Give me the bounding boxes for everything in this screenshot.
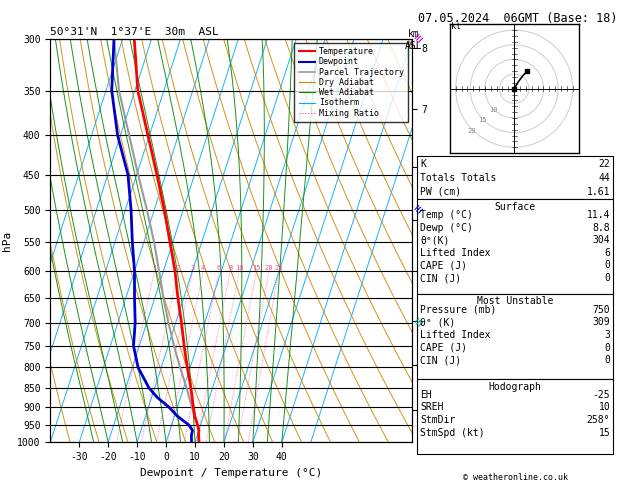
Text: 1.61: 1.61 bbox=[587, 187, 610, 197]
Text: 0: 0 bbox=[604, 273, 610, 283]
Text: 11.4: 11.4 bbox=[587, 210, 610, 220]
Text: km
ASL: km ASL bbox=[405, 29, 423, 51]
Text: 304: 304 bbox=[593, 235, 610, 245]
Text: 44: 44 bbox=[598, 173, 610, 183]
Text: 20: 20 bbox=[265, 265, 273, 271]
Text: CIN (J): CIN (J) bbox=[420, 273, 461, 283]
Text: K: K bbox=[420, 159, 426, 170]
Text: Dewp (°C): Dewp (°C) bbox=[420, 223, 473, 233]
Text: 6: 6 bbox=[604, 248, 610, 258]
Text: Lifted Index: Lifted Index bbox=[420, 248, 491, 258]
Text: kt: kt bbox=[451, 22, 461, 31]
Text: 0: 0 bbox=[604, 260, 610, 271]
Text: 8: 8 bbox=[228, 265, 232, 271]
Text: 10: 10 bbox=[489, 107, 498, 113]
Text: 3: 3 bbox=[191, 265, 194, 271]
Text: Pressure (mb): Pressure (mb) bbox=[420, 305, 496, 315]
Text: 20: 20 bbox=[468, 128, 476, 134]
Text: 22: 22 bbox=[598, 159, 610, 170]
Text: 8.8: 8.8 bbox=[593, 223, 610, 233]
Text: θᵉ (K): θᵉ (K) bbox=[420, 317, 455, 328]
Text: Most Unstable: Most Unstable bbox=[477, 296, 554, 307]
Text: 07.05.2024  06GMT (Base: 18): 07.05.2024 06GMT (Base: 18) bbox=[418, 12, 618, 25]
Y-axis label: km
ASL: km ASL bbox=[438, 241, 456, 262]
Text: 309: 309 bbox=[593, 317, 610, 328]
Text: 15: 15 bbox=[252, 265, 260, 271]
Text: 258°: 258° bbox=[587, 415, 610, 425]
Text: -25: -25 bbox=[593, 390, 610, 400]
X-axis label: Dewpoint / Temperature (°C): Dewpoint / Temperature (°C) bbox=[140, 468, 322, 478]
Y-axis label: hPa: hPa bbox=[1, 230, 11, 251]
Text: CIN (J): CIN (J) bbox=[420, 355, 461, 365]
Text: StmDir: StmDir bbox=[420, 415, 455, 425]
Text: EH: EH bbox=[420, 390, 432, 400]
Text: LCL: LCL bbox=[419, 426, 434, 435]
Text: 25: 25 bbox=[274, 265, 283, 271]
Text: 10: 10 bbox=[598, 402, 610, 413]
Text: 1: 1 bbox=[152, 265, 157, 271]
Text: Lifted Index: Lifted Index bbox=[420, 330, 491, 340]
Text: 50°31'N  1°37'E  30m  ASL: 50°31'N 1°37'E 30m ASL bbox=[50, 27, 219, 37]
Text: θᵉ(K): θᵉ(K) bbox=[420, 235, 450, 245]
Text: ≡: ≡ bbox=[412, 203, 426, 217]
Text: 4: 4 bbox=[201, 265, 205, 271]
Legend: Temperature, Dewpoint, Parcel Trajectory, Dry Adiabat, Wet Adiabat, Isotherm, Mi: Temperature, Dewpoint, Parcel Trajectory… bbox=[294, 43, 408, 122]
Text: © weatheronline.co.uk: © weatheronline.co.uk bbox=[463, 473, 567, 482]
Text: Temp (°C): Temp (°C) bbox=[420, 210, 473, 220]
Text: Surface: Surface bbox=[494, 202, 536, 212]
Text: Hodograph: Hodograph bbox=[489, 382, 542, 392]
Text: CAPE (J): CAPE (J) bbox=[420, 260, 467, 271]
Text: 2: 2 bbox=[176, 265, 180, 271]
Text: 0: 0 bbox=[604, 343, 610, 353]
Text: ≡: ≡ bbox=[412, 315, 426, 330]
Text: CAPE (J): CAPE (J) bbox=[420, 343, 467, 353]
Text: ≡: ≡ bbox=[412, 32, 426, 46]
Text: PW (cm): PW (cm) bbox=[420, 187, 461, 197]
Text: 6: 6 bbox=[216, 265, 221, 271]
Text: StmSpd (kt): StmSpd (kt) bbox=[420, 428, 485, 438]
Text: SREH: SREH bbox=[420, 402, 443, 413]
Text: 10: 10 bbox=[235, 265, 243, 271]
Text: 15: 15 bbox=[598, 428, 610, 438]
Text: 15: 15 bbox=[478, 117, 487, 123]
Text: 3: 3 bbox=[604, 330, 610, 340]
Text: Totals Totals: Totals Totals bbox=[420, 173, 496, 183]
Text: 750: 750 bbox=[593, 305, 610, 315]
Text: 0: 0 bbox=[604, 355, 610, 365]
